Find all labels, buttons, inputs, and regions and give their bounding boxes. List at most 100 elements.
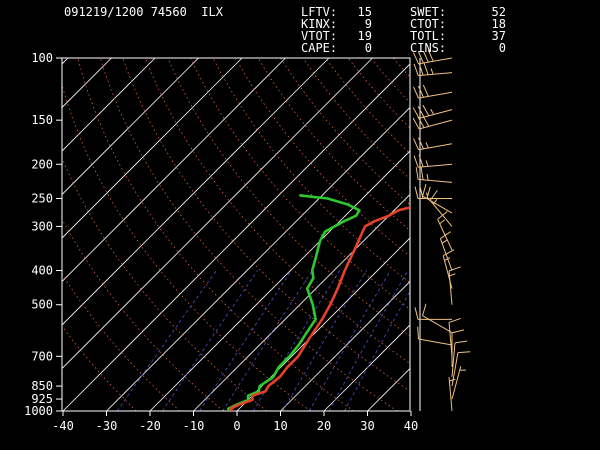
isotherm-line [62,58,330,326]
temperature-line [229,206,410,411]
wind-barb [417,326,453,346]
wind-barb-staff [448,270,453,305]
wind-barb-flag [422,84,429,97]
station-line: 091219/1200 74560 ILX [64,5,223,19]
dry-adiabat-line [370,58,410,104]
temperature-tick-label: 30 [360,419,374,433]
dry-adiabat-line [144,58,410,364]
plot-frame [61,57,411,412]
wind-barb [414,186,452,199]
dry-adiabat-line [62,218,224,411]
dry-adiabat-line [483,58,600,411]
wind-barb-staff [422,315,453,334]
wind-barb-staff [442,255,453,289]
wind-barb-flag [423,62,429,75]
pressure-tick-label: 700 [31,349,53,363]
index-value: 18 [491,17,506,31]
index-value: 19 [357,29,372,43]
wind-barb-flag [457,351,471,354]
dewpoint-line [227,194,361,411]
temperature-tick-label: 20 [317,419,331,433]
temperature-tick-label: -20 [139,419,161,433]
index-value: 37 [491,29,506,43]
wind-barb-flag [454,340,468,344]
wind-barb [413,62,453,77]
wind-barb-staff [451,352,459,387]
wind-barb-staff [429,200,453,227]
wind-barb [414,307,452,320]
isotherm-line [193,193,410,411]
wind-barb-staff [418,72,453,77]
wind-barb [448,317,461,357]
dry-adiabat-line [416,58,600,411]
wind-barb-flag [418,63,424,76]
wind-barb-flag [413,63,419,76]
dry-adiabat-line [167,58,410,337]
wind-barb-half-flag [444,257,451,262]
dry-adiabat-line [347,58,410,129]
temperature-tick-label: -30 [96,419,118,433]
index-value: 15 [357,5,372,19]
wind-barb-flag [422,115,430,127]
dry-adiabat-line [190,58,410,310]
mixing-ratio-line [199,270,292,411]
isotherm-line [62,58,243,239]
dry-adiabat-line [461,58,600,411]
wind-barb-flag [417,137,424,150]
index-label: KINX: [301,17,338,31]
wind-barb-staff [418,57,453,65]
wind-barb-flag [412,117,420,130]
dry-adiabat-line [392,58,410,78]
index-label: LFTV: [301,5,338,19]
wind-barb-staff [418,143,453,151]
wind-barb [448,266,461,305]
pressure-tick-label: 400 [31,264,53,278]
temperature-tick-label: -10 [183,419,205,433]
wind-barb-half-flag [425,160,429,167]
series-lines [227,194,410,411]
wind-barb-staff [418,163,453,168]
index-label: CINS: [410,41,447,55]
wind-barb-staff [418,178,453,183]
index-value: 52 [491,5,506,19]
dry-adiabat-line [62,273,181,411]
wind-barb-half-flag [426,192,429,199]
wind-barb-flag [437,211,448,220]
wind-barb-flag [427,49,434,62]
wind-barb-staff [448,377,453,412]
isotherm-line [367,367,410,411]
wind-barb [412,115,453,130]
wind-barb-flag [417,106,425,118]
mixing-ratio-line [309,270,391,411]
wind-barb-half-flag [449,273,456,277]
wind-barb-half-flag [449,378,456,382]
wind-barb-staff [418,338,453,346]
index-value: 9 [364,17,372,31]
wind-barb [437,211,453,251]
index-label: CAPE: [301,41,338,55]
wind-barb-flag [412,107,420,119]
background-lines [62,58,600,411]
wind-barb-flag [414,186,419,199]
wind-barb-half-flag [432,198,438,205]
wind-barb-flag [422,303,427,316]
temperature-tick-label: 0 [233,419,240,433]
wind-barb-half-flag [430,108,435,115]
wind-barb-flag [413,155,419,168]
pressure-tick-label: 850 [31,379,53,393]
index-value: 0 [498,41,506,55]
wind-barb-flag [413,86,419,99]
wind-barb-flag [440,231,451,239]
pressure-tick-label: 250 [31,191,53,205]
wind-barb-half-flag [439,219,445,225]
wind-barb-flag [448,317,461,323]
mixing-ratio-line [162,270,259,411]
index-label: TOTL: [410,29,447,43]
wind-barb-flag [417,116,425,128]
dry-adiabat-line [99,58,398,411]
index-label: VTOT: [301,29,338,43]
wind-barb [451,340,468,377]
pressure-tick-label: 300 [31,219,53,233]
isotherm-line [106,106,410,411]
